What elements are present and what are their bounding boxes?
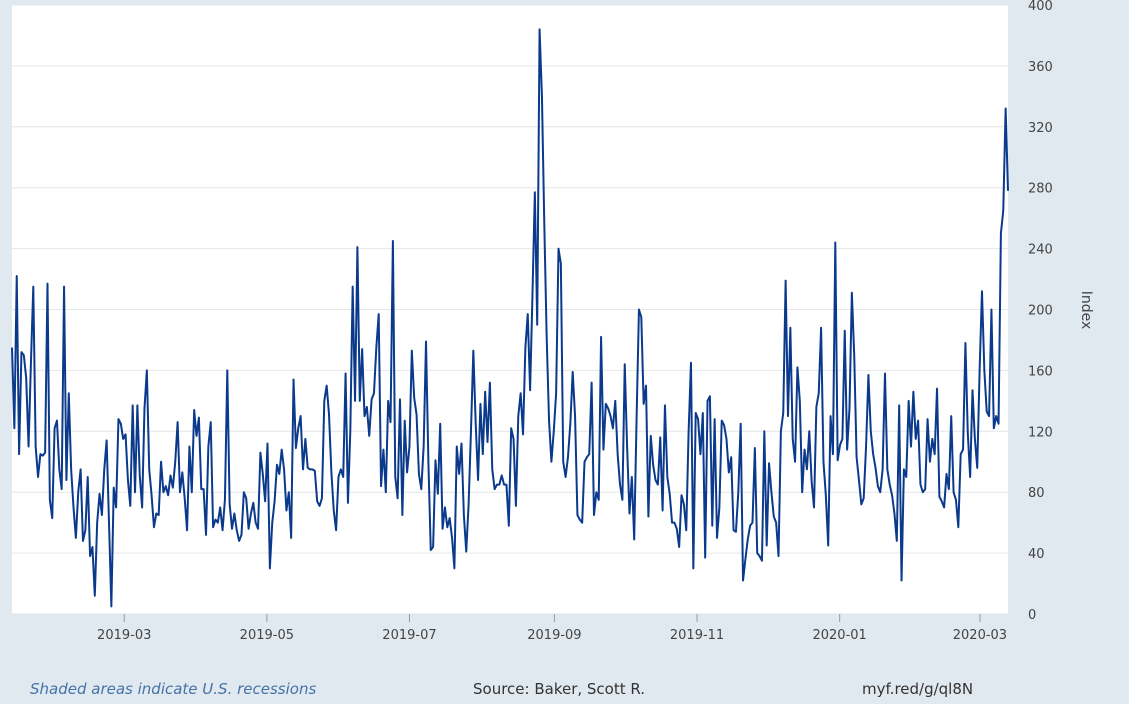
y-tick-label: 0 <box>1028 608 1036 623</box>
y-tick-label: 200 <box>1028 304 1053 319</box>
y-tick-label: 400 <box>1028 0 1053 14</box>
y-tick-label: 40 <box>1028 547 1045 562</box>
y-tick-label: 120 <box>1028 425 1053 440</box>
recession-note: Shaded areas indicate U.S. recessions <box>30 680 317 698</box>
series-line <box>11 28 1009 608</box>
x-tick-label: 2019-11 <box>670 628 724 643</box>
y-axis-label: Index <box>1078 291 1094 330</box>
x-tick-label: 2019-07 <box>382 628 436 643</box>
x-tick-label: 2019-03 <box>97 628 151 643</box>
y-axis-ticks: 0 40 80 120 160 200 240 280 320 360 400 <box>1028 0 1053 623</box>
y-tick-label: 360 <box>1028 60 1053 75</box>
source-note: Source: Baker, Scott R. <box>473 680 646 698</box>
y-tick-label: 160 <box>1028 364 1053 379</box>
y-tick-label: 80 <box>1028 486 1045 501</box>
x-tick-label: 2020-03 <box>953 628 1007 643</box>
x-tick-label: 2019-09 <box>527 628 581 643</box>
y-tick-label: 320 <box>1028 121 1053 136</box>
y-tick-label: 240 <box>1028 243 1053 258</box>
short-url: myf.red/g/ql8N <box>862 680 974 698</box>
x-tick-label: 2019-05 <box>240 628 294 643</box>
x-tick-label: 2020-01 <box>812 628 866 643</box>
x-axis-ticks: 2019-03 2019-05 2019-07 2019-09 2019-11 2020-… <box>97 614 1007 643</box>
y-tick-label: 280 <box>1028 182 1053 197</box>
